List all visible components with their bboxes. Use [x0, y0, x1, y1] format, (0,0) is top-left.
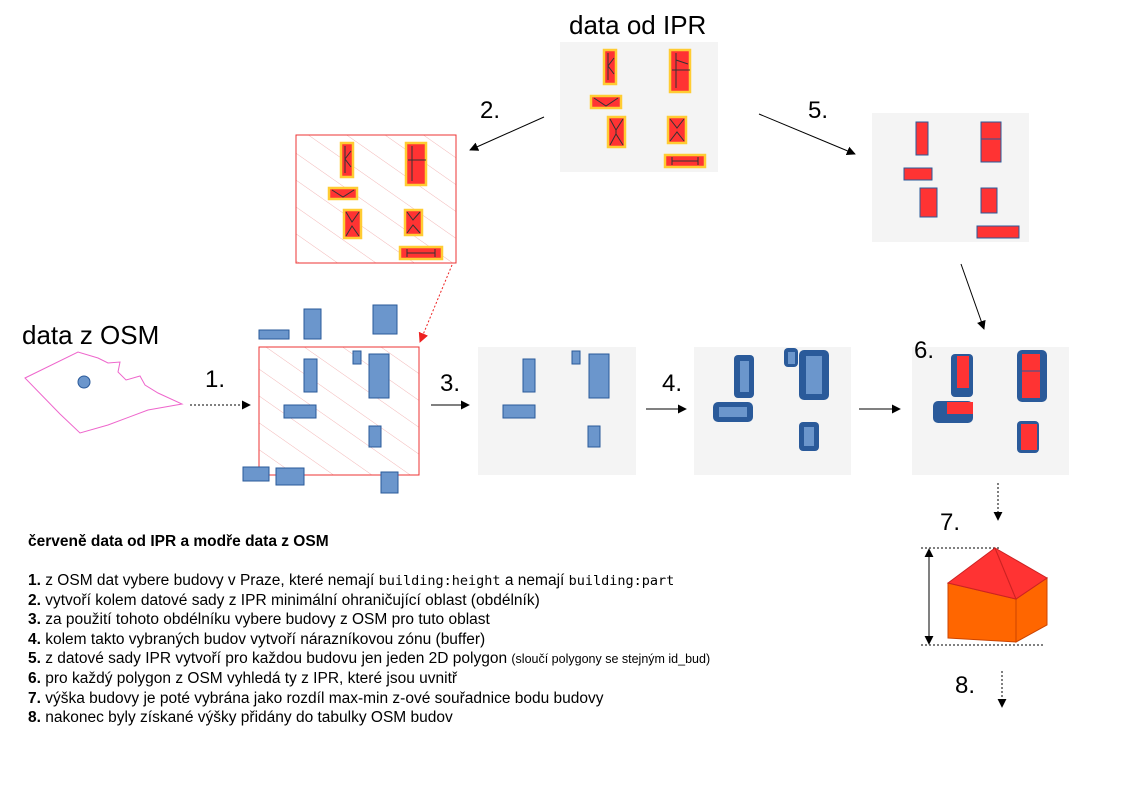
legend-item-text: z OSM dat vybere budovy v Praze, které n…: [40, 572, 379, 589]
osm-selection-panel: [242, 304, 420, 494]
osm-data-title: data z OSM: [22, 320, 160, 350]
legend-item-text: za použití tohoto obdélníku vybere budov…: [40, 611, 490, 629]
legend-item-text: pro každý polygon z OSM vyhledá ty z IPR…: [40, 669, 458, 687]
legend-item-number: 2.: [28, 591, 41, 609]
legend-item-text: nakonec byly získané výšky přidány do ta…: [40, 709, 453, 727]
legend-item-number: 5.: [28, 650, 41, 668]
step-label-3: 3.: [440, 370, 461, 397]
flow-arrows: [190, 113, 1007, 708]
legend-code-building-height: building:height: [378, 573, 501, 589]
legend-item-2: 2. vytvoří kolem datové sady z IPR minim…: [28, 591, 710, 611]
legend-item-6: 6. pro každý polygon z OSM vyhledá ty z …: [28, 669, 710, 689]
ipr-building-6: [663, 153, 707, 169]
step-label-1: 1.: [205, 366, 226, 393]
house-height-illustration: [921, 546, 1048, 646]
ipr-merged-polygons-panel: [872, 113, 1029, 242]
arrow-step-5-to-6: [960, 263, 986, 330]
legend-item-7: 7. výška budovy je poté vybrána jako roz…: [28, 689, 710, 709]
osm-selected-buildings-panel: [478, 347, 636, 475]
legend-item-text: výška budovy je poté vybrána jako rozdíl…: [40, 689, 604, 707]
ipr-building-4: [606, 115, 627, 149]
ipr-building-2: [668, 48, 692, 94]
step-label-8: 8.: [955, 672, 976, 699]
legend-item-number: 1.: [28, 572, 41, 589]
arrow-step-5: [758, 113, 856, 156]
legend-item-text: kolem takto vybraných budov vytvoří nára…: [40, 630, 486, 648]
legend-item-1: 1. z OSM dat vybere budovy v Praze, kter…: [28, 571, 710, 591]
legend-heading: červeně data od IPR a modře data z OSM: [28, 533, 329, 550]
legend-item-number: 4.: [28, 630, 41, 648]
step-label-5: 5.: [808, 97, 829, 124]
legend-item-number: 3.: [28, 611, 41, 629]
arrow-step-2: [469, 116, 545, 151]
legend-item-note: (sloučí polygony se stejným id_bud): [511, 652, 711, 667]
osm-prague-boundary: [24, 351, 184, 434]
ipr-data-title: data od IPR: [569, 10, 707, 40]
legend-item-number: 7.: [28, 689, 41, 707]
step-label-6: 6.: [914, 337, 935, 364]
step-label-2: 2.: [480, 97, 501, 124]
legend: červeně data od IPR a modře data z OSM 1…: [28, 533, 710, 728]
legend-item-text: z datové sady IPR vytvoří pro každou bud…: [40, 650, 512, 668]
legend-item-4: 4. kolem takto vybraných budov vytvoří n…: [28, 630, 710, 650]
matching-panel: [912, 347, 1069, 475]
step-label-4: 4.: [662, 370, 683, 397]
legend-item-3: 3. za použití tohoto obdélníku vybere bu…: [28, 610, 710, 630]
arrow-bbox-to-osm: [418, 264, 453, 343]
legend-item-number: 6.: [28, 669, 41, 687]
legend-item-8: 8. nakonec byly získané výšky přidány do…: [28, 708, 710, 728]
ipr-building-5: [666, 115, 688, 145]
legend-item-5: 5. z datové sady IPR vytvoří pro každou …: [28, 649, 710, 669]
step-label-7: 7.: [940, 509, 961, 536]
legend-item-number: 8.: [28, 709, 41, 727]
ipr-building-3: [589, 94, 623, 110]
legend-item-text: vytvoří kolem datové sady z IPR minimáln…: [40, 591, 540, 609]
ipr-source-panel: [560, 42, 718, 172]
legend-code-building-part: building:part: [568, 573, 675, 589]
legend-item-text: a nemají: [500, 572, 569, 589]
ipr-bounding-box-panel: [295, 134, 457, 264]
osm-buffer-panel: [694, 347, 851, 475]
ipr-building-1: [602, 48, 618, 86]
